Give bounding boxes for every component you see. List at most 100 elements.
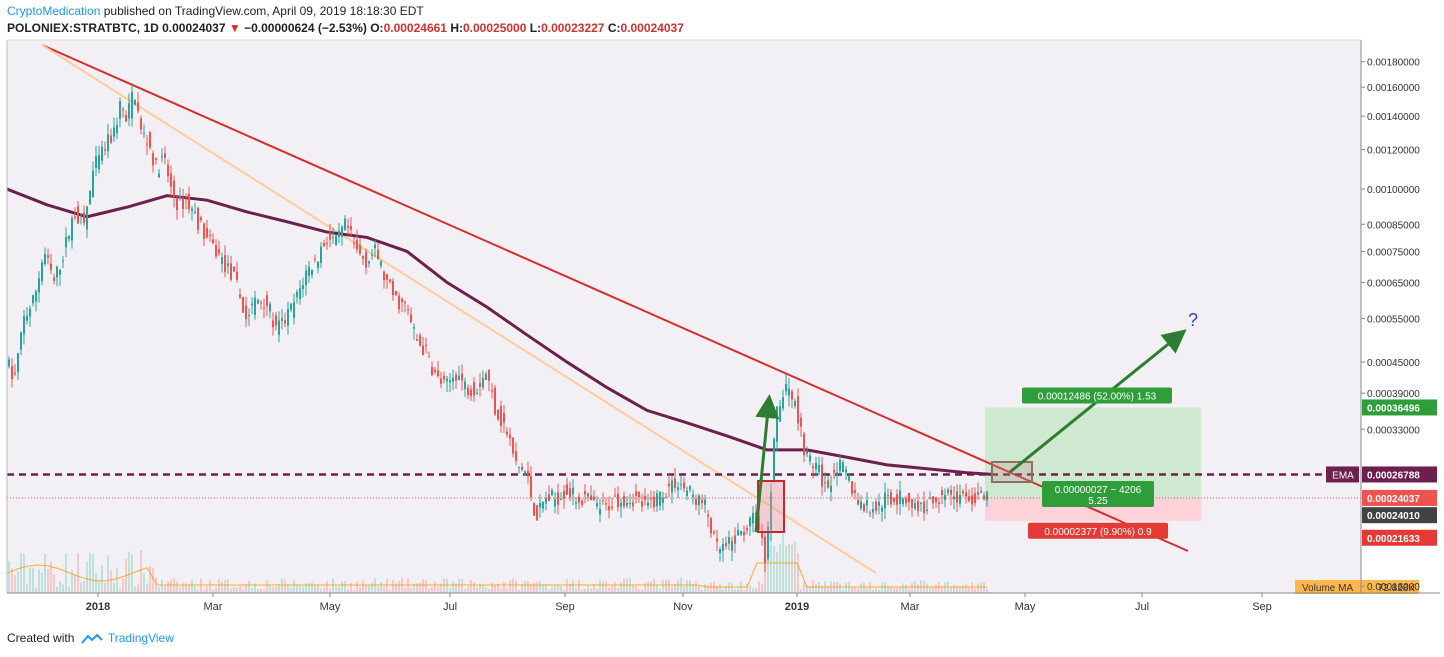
candle-body: [800, 417, 802, 427]
volume-bar: [473, 582, 475, 593]
candle-body: [398, 295, 400, 310]
candle-body: [251, 303, 253, 306]
volume-bar: [542, 584, 544, 593]
candle-body: [323, 243, 325, 246]
candle-body: [572, 487, 574, 495]
volume-bar: [380, 582, 382, 593]
volume-bar: [290, 587, 292, 593]
volume-bar: [230, 588, 232, 593]
y-tick-label: 0.00120000: [1367, 146, 1420, 157]
candle-body: [893, 497, 895, 502]
candle-body: [713, 531, 715, 533]
candle-body: [311, 270, 313, 275]
candle-body: [221, 257, 223, 264]
candle-body: [416, 339, 418, 341]
qty-label: 0.00000027 ~ 4206: [1055, 485, 1142, 496]
candle-body: [710, 517, 712, 534]
volume-bar: [185, 583, 187, 593]
x-tick-label: 2019: [785, 601, 809, 613]
volume-bar: [572, 579, 574, 593]
volume-bar: [815, 583, 817, 593]
candle-body: [92, 170, 94, 198]
volume-bar: [350, 583, 352, 593]
volume-bar: [92, 554, 94, 593]
candle-body: [641, 501, 643, 507]
candle-body: [365, 251, 367, 268]
volume-bar: [245, 583, 247, 593]
candle-body: [689, 486, 691, 490]
candle-body: [953, 496, 955, 500]
volume-bar: [959, 586, 961, 593]
candle-body: [380, 261, 382, 266]
candle-body: [650, 498, 652, 500]
candle-body: [167, 164, 169, 177]
candle-body: [266, 295, 268, 307]
volume-bar: [386, 579, 388, 593]
volume-bar: [977, 583, 979, 593]
candle-body: [62, 260, 64, 262]
candle-body: [8, 359, 10, 367]
volume-bar: [509, 580, 511, 593]
candle-body: [137, 102, 139, 112]
candle-body: [653, 496, 655, 508]
volume-bar: [524, 580, 526, 593]
volume-bar: [503, 581, 505, 593]
ema-name-tag-bg: [1326, 466, 1359, 483]
candle-body: [209, 235, 211, 237]
volume-ma-tag-bg: [1295, 580, 1419, 594]
candle-body: [437, 370, 439, 377]
candle-body: [962, 491, 964, 494]
ema-price-tag-bg: [1362, 466, 1437, 483]
author-link[interactable]: CryptoMedication: [7, 4, 101, 18]
y-tick-label: 0.00016000: [1367, 582, 1420, 593]
volume-bar: [632, 585, 634, 593]
candle-body: [782, 397, 784, 409]
candle-body: [74, 216, 76, 218]
candle-body: [452, 377, 454, 382]
volume-bar: [521, 584, 523, 593]
candle-body: [947, 489, 949, 493]
volume-bar: [788, 544, 790, 593]
volume-bar: [653, 578, 655, 593]
volume-bar: [737, 588, 739, 593]
candle-body: [236, 271, 238, 280]
candle-body: [674, 478, 676, 488]
volume-bar: [389, 589, 391, 593]
candle-body: [593, 496, 595, 500]
tradingview-link[interactable]: TradingView: [107, 631, 174, 645]
candle-body: [185, 198, 187, 200]
candle-body: [47, 255, 49, 258]
volume-bar: [104, 582, 106, 593]
candle-body: [470, 389, 472, 397]
volume-bar: [839, 583, 841, 593]
candle-body: [644, 495, 646, 500]
volume-bar: [29, 567, 31, 593]
candle-body: [356, 239, 358, 250]
candle-body: [317, 261, 319, 269]
candle-body: [374, 244, 376, 249]
candle-body: [215, 245, 217, 257]
volume-bar: [779, 544, 781, 593]
volume-bar: [638, 589, 640, 593]
volume-bar: [299, 585, 301, 593]
candle-body: [887, 495, 889, 497]
candle-body: [866, 500, 868, 506]
candle-body: [446, 378, 448, 382]
volume-bar: [173, 578, 175, 593]
volume-bar: [227, 579, 229, 593]
symbol-legend: POLONIEX:STRATBTC, 1D 0.00024037 ▼ −0.00…: [7, 21, 684, 35]
candle-body: [278, 320, 280, 336]
candle-body: [50, 263, 52, 270]
candle-body: [836, 472, 838, 475]
candle-body: [248, 314, 250, 316]
candle-body: [191, 208, 193, 211]
volume-bar: [797, 552, 799, 593]
candle-body: [716, 538, 718, 542]
candle-body: [254, 297, 256, 315]
symbol-name[interactable]: POLONIEX:STRATBTC, 1D: [7, 21, 159, 35]
x-tick-label: May: [320, 601, 341, 613]
candle-body: [794, 401, 796, 407]
volume-bar: [692, 583, 694, 593]
candle-body: [476, 392, 478, 395]
